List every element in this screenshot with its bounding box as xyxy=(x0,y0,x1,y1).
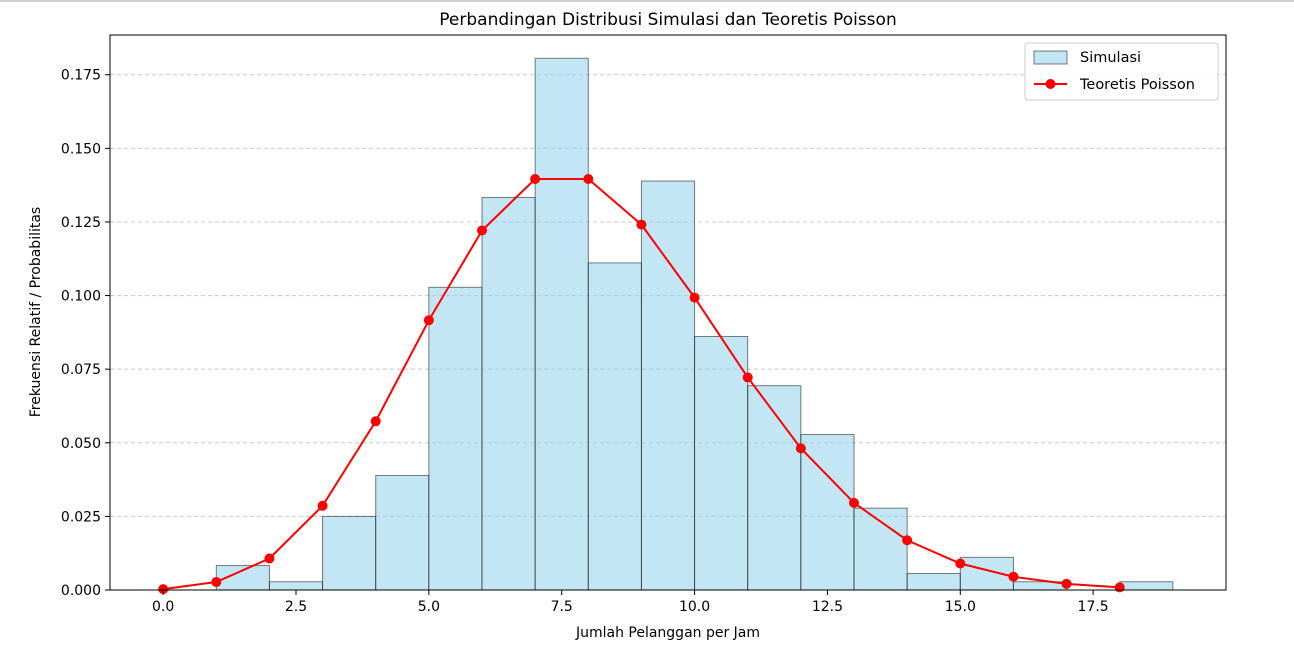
poisson-point xyxy=(1114,582,1125,593)
x-tick-label: 12.5 xyxy=(812,599,843,615)
poisson-point xyxy=(955,558,966,569)
y-tick-label: 0.075 xyxy=(61,362,101,378)
y-tick-label: 0.025 xyxy=(61,509,101,525)
poisson-point xyxy=(849,497,859,508)
poisson-point xyxy=(211,577,222,588)
histogram-bar xyxy=(587,262,642,591)
poisson-point xyxy=(423,315,434,326)
poisson-point xyxy=(583,173,594,184)
x-tick-label: 0.0 xyxy=(152,599,174,615)
y-tick-label: 0.050 xyxy=(61,436,101,452)
histogram-bar xyxy=(747,385,802,591)
histogram-bar xyxy=(959,556,1014,591)
histogram-bar xyxy=(906,573,961,591)
poisson-point xyxy=(530,173,541,184)
chart-title: Perbandingan Distribusi Simulasi dan Teo… xyxy=(439,10,896,30)
top-border-line xyxy=(0,0,1294,2)
x-axis-ticks: 0.0 2.5 5.0 7.5 10.0 12.5 15.0 17.5 xyxy=(152,590,1109,615)
histogram-bar xyxy=(1119,581,1174,591)
poisson-point xyxy=(264,553,275,564)
y-axis-title: Frekuensi Relatif / Probabilitas xyxy=(28,207,44,417)
x-tick-label: 5.0 xyxy=(418,599,440,615)
histogram-bar xyxy=(375,474,430,591)
histogram-bar xyxy=(268,581,324,591)
poisson-point xyxy=(477,225,487,236)
histogram-bar xyxy=(428,286,483,591)
histogram-bar xyxy=(640,180,696,591)
poisson-point xyxy=(689,292,700,303)
grid-layer xyxy=(110,74,1226,517)
poisson-point xyxy=(158,584,169,595)
poisson-point xyxy=(742,372,753,383)
plot-frame xyxy=(109,34,1227,591)
legend-swatch-simulasi xyxy=(1033,50,1068,65)
x-tick-label: 17.5 xyxy=(1078,599,1109,615)
x-tick-label: 7.5 xyxy=(551,599,573,615)
legend-marker-poisson xyxy=(1045,79,1056,89)
poisson-point xyxy=(902,535,913,546)
poisson-point xyxy=(1061,578,1072,589)
y-tick-label: 0.000 xyxy=(61,583,101,599)
poisson-point xyxy=(1008,571,1019,582)
x-tick-label: 2.5 xyxy=(285,599,307,615)
y-tick-label: 0.150 xyxy=(61,141,101,157)
legend-label-poisson: Teoretis Poisson xyxy=(1079,77,1195,93)
y-tick-label: 0.100 xyxy=(61,289,101,305)
poisson-point xyxy=(370,416,381,427)
legend: Simulasi Teoretis Poisson xyxy=(1024,42,1219,101)
histogram-bar xyxy=(322,515,377,591)
histogram-bar xyxy=(694,335,749,591)
y-tick-label: 0.125 xyxy=(61,215,101,231)
poisson-point xyxy=(795,443,806,454)
poisson-point xyxy=(636,219,647,230)
histogram-bar xyxy=(481,197,536,591)
poisson-line xyxy=(158,173,1125,595)
legend-label-simulasi: Simulasi xyxy=(1080,50,1141,66)
poisson-point xyxy=(317,500,328,511)
histogram-bar xyxy=(534,57,589,591)
x-axis-title: Jumlah Pelanggan per Jam xyxy=(575,625,760,641)
x-tick-label: 15.0 xyxy=(945,599,976,615)
y-axis-ticks: 0.000 0.025 0.050 0.075 0.100 0.125 0.150 0.175 xyxy=(61,68,110,599)
histogram-bars xyxy=(215,57,1174,591)
y-tick-label: 0.175 xyxy=(61,68,101,84)
legend-box xyxy=(1024,42,1219,101)
x-tick-label: 10.0 xyxy=(679,599,710,615)
